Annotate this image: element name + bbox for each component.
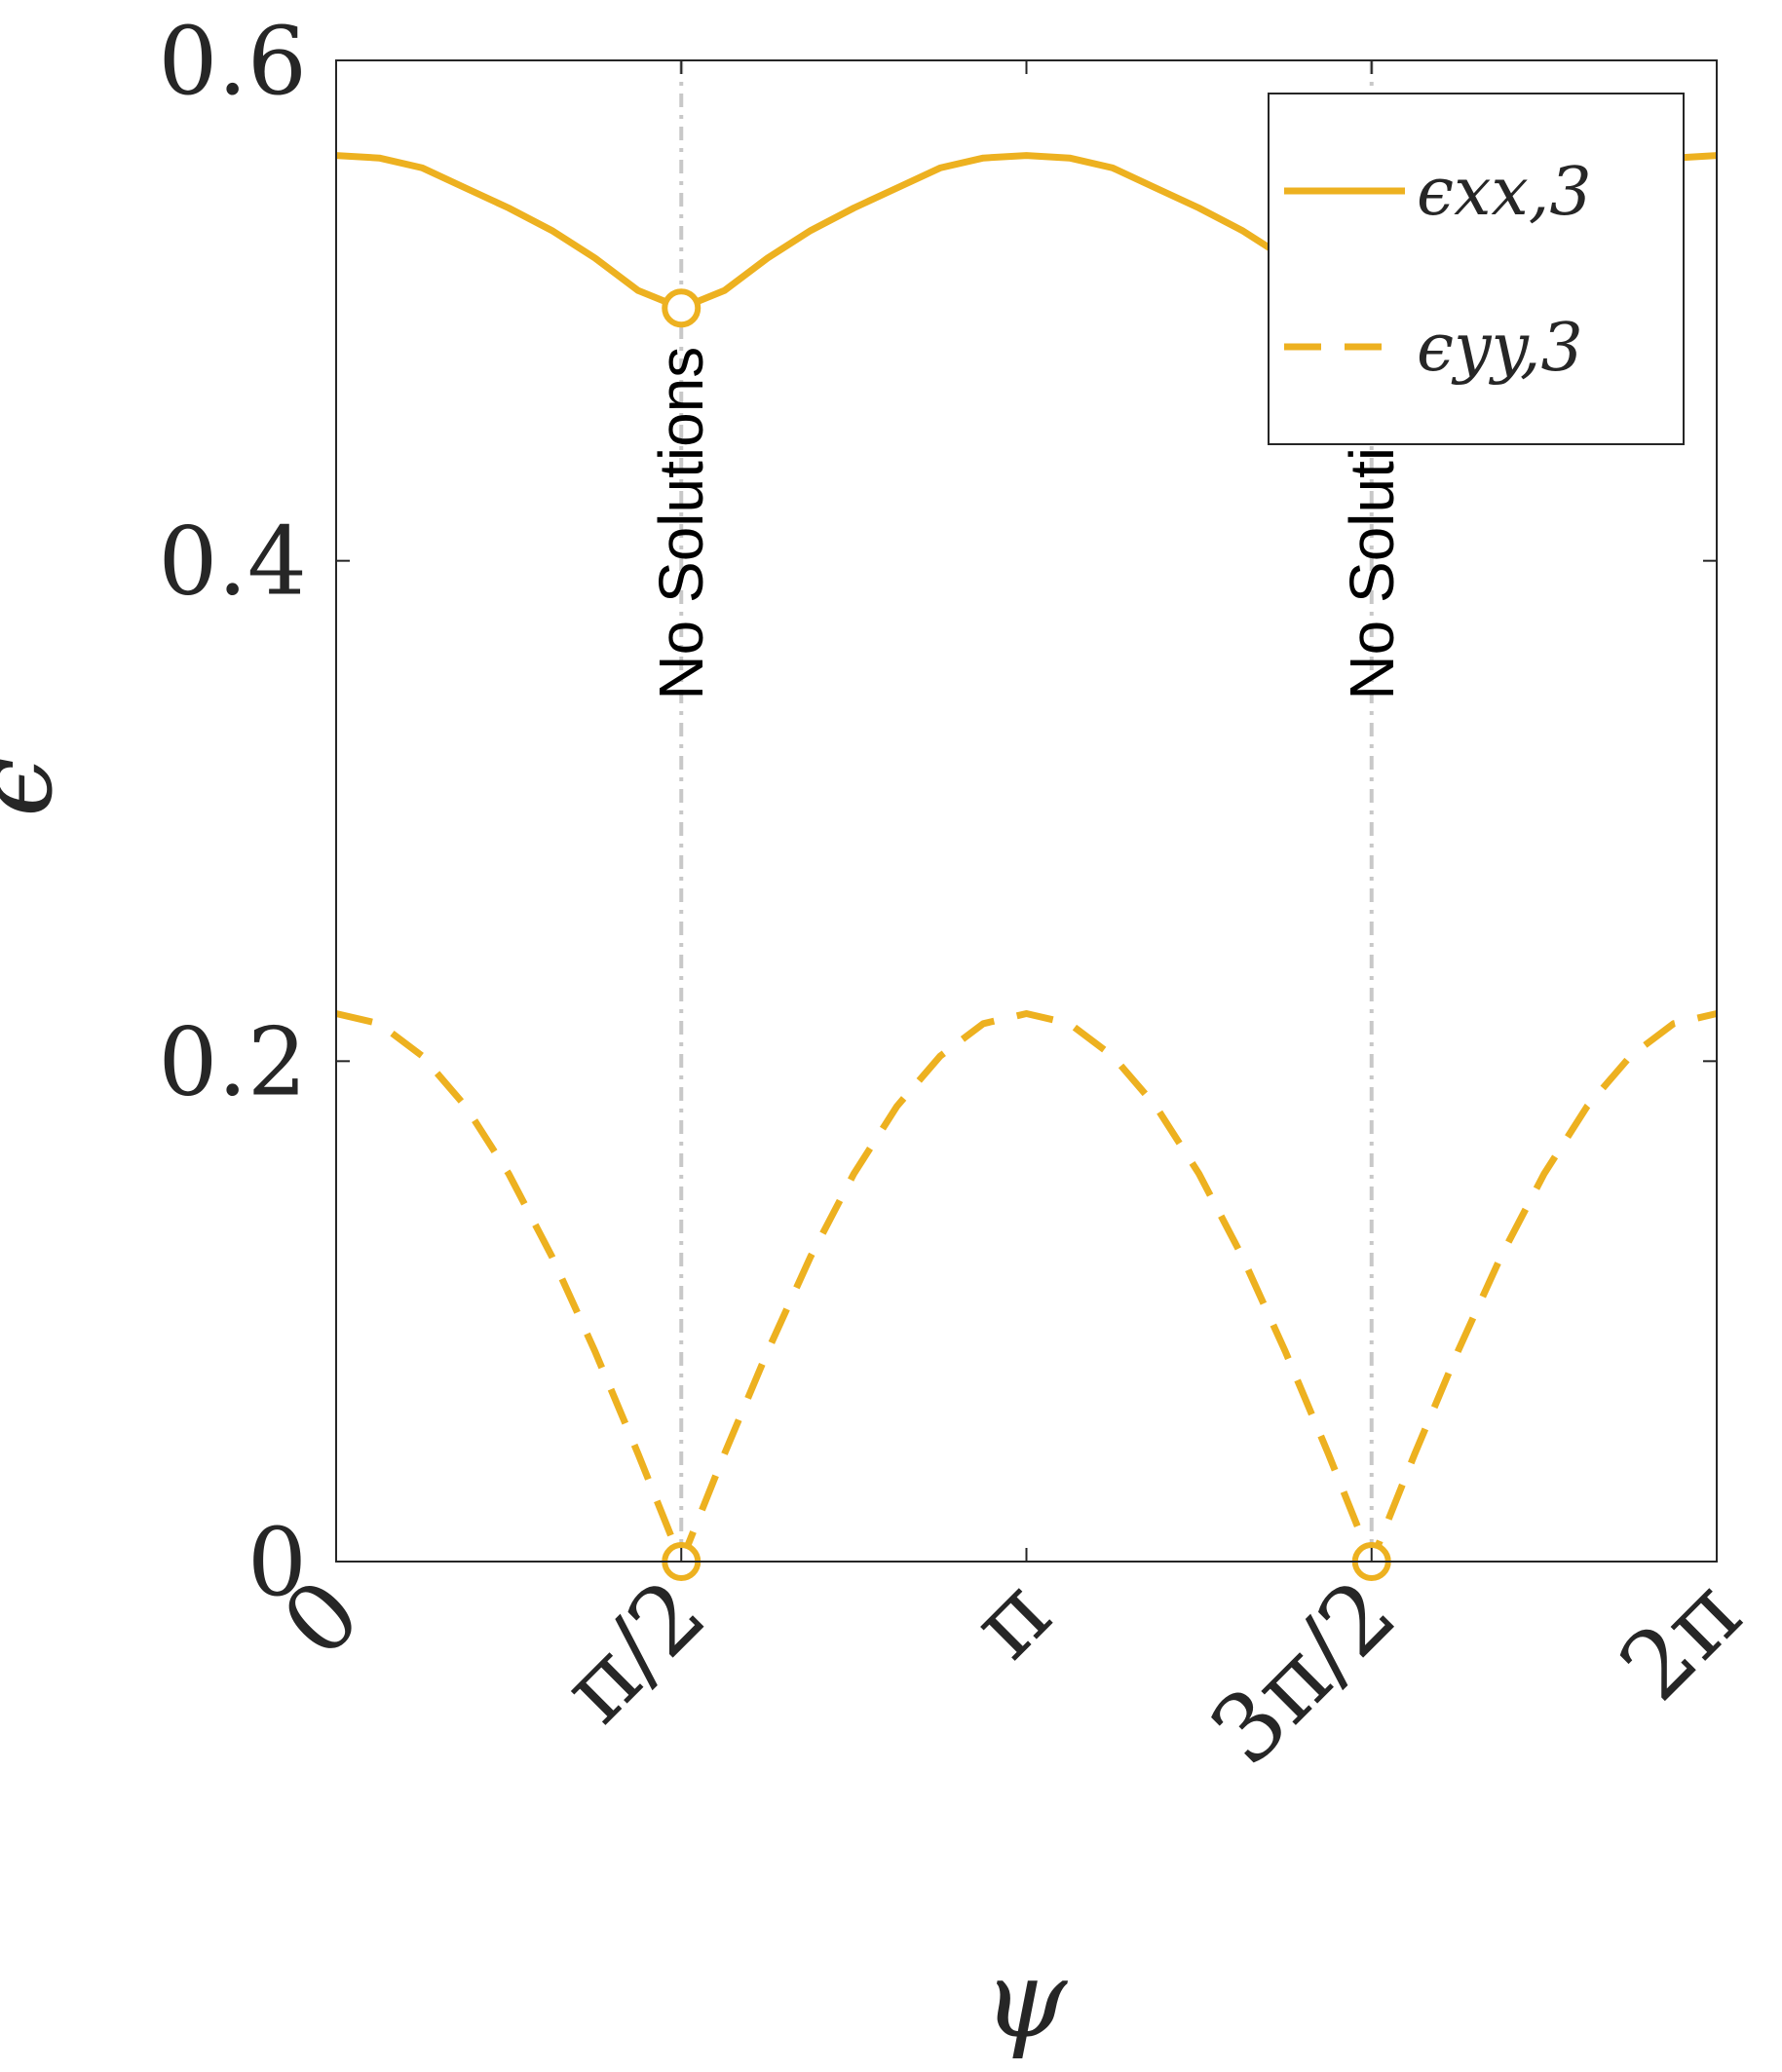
x-tick-label-2: π/2 <box>542 1559 727 1744</box>
open-marker-1 <box>662 288 701 328</box>
no-solutions-label-1: No Solutions <box>646 347 716 700</box>
y-tick-label-1: 0 <box>247 1508 307 1617</box>
x-tick-label-3: π <box>951 1559 1072 1679</box>
legend-box <box>1268 93 1685 445</box>
y-tick-label-4: 0.6 <box>158 7 307 116</box>
legend-label-2: ϵyy,3 <box>1417 310 1583 387</box>
y-tick-label-2: 0.2 <box>158 1007 307 1116</box>
y-axis-label: ϵ <box>0 757 76 817</box>
y-tick-label-3: 0.4 <box>158 508 307 617</box>
x-axis-label: ψ <box>983 1937 1069 2061</box>
series-line-2 <box>335 1010 1718 1565</box>
legend-label-1: ϵxx,3 <box>1417 154 1592 231</box>
legend: ϵxx,3 ϵyy,3 <box>1268 93 1685 445</box>
x-tick-label-5: 2π <box>1599 1559 1762 1721</box>
x-tick-label-4: 3π/2 <box>1190 1559 1417 1786</box>
